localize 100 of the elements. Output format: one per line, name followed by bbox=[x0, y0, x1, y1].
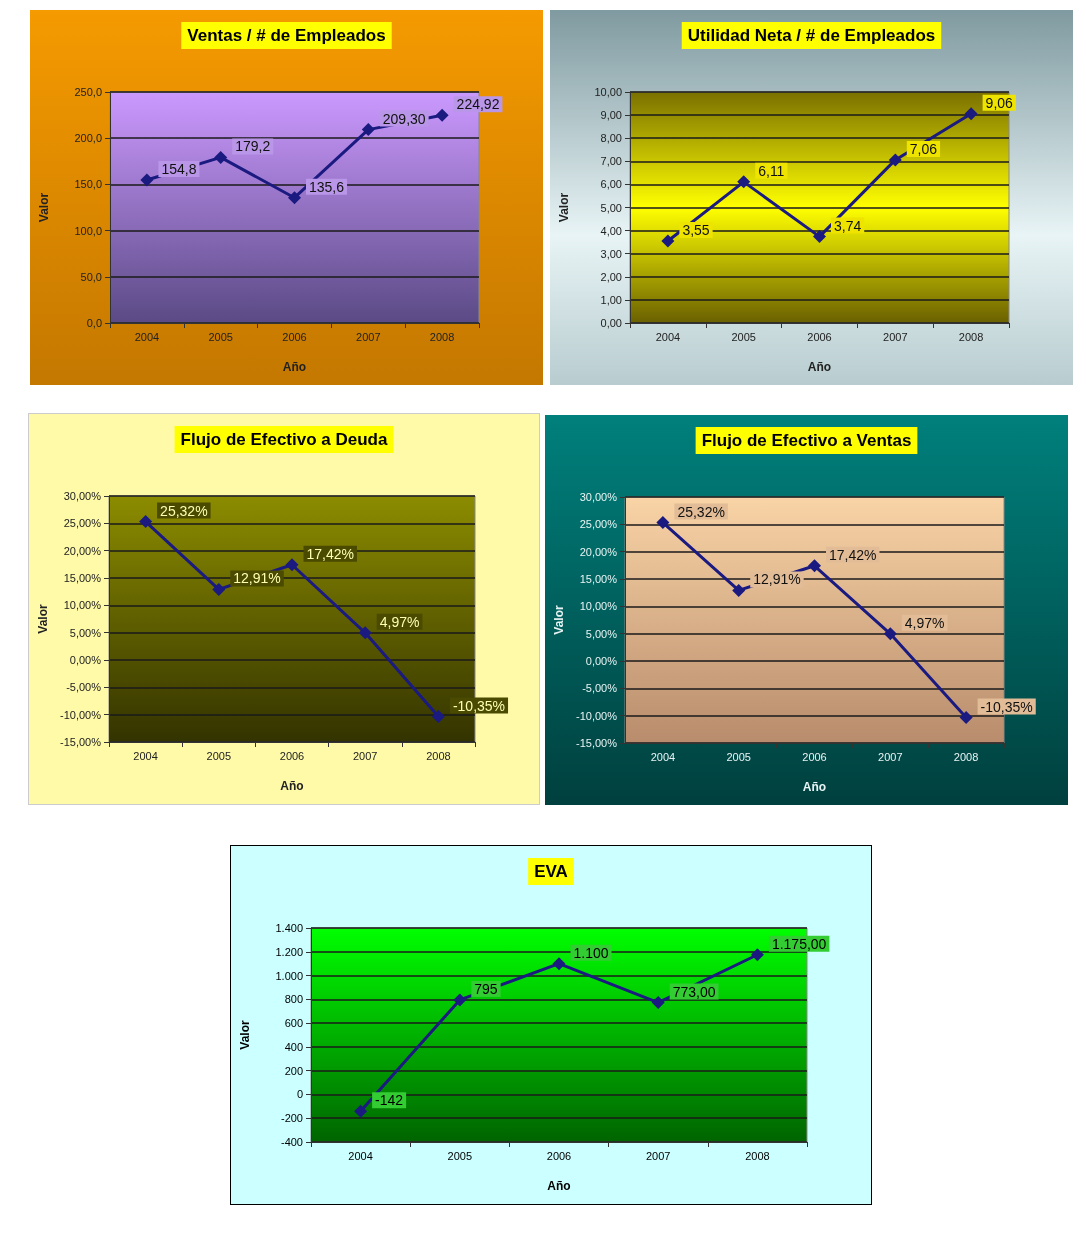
y-tick-label: 0,00% bbox=[585, 655, 618, 667]
y-tick-label: 100,0 bbox=[74, 224, 102, 237]
y-tick-label: 150,0 bbox=[74, 178, 102, 191]
y-tick-label: 20,00% bbox=[579, 545, 618, 558]
x-axis-title: Año bbox=[802, 780, 827, 794]
y-tick-label: 0,0 bbox=[86, 317, 102, 329]
y-tick-label: 2,00 bbox=[600, 270, 622, 283]
point bbox=[651, 996, 665, 1010]
y-tick-label: -15,00% bbox=[60, 736, 102, 748]
data-label: 9,06 bbox=[985, 94, 1014, 111]
point bbox=[808, 559, 821, 573]
data-label: 4,97% bbox=[379, 613, 420, 630]
x-tick-label: 2008 bbox=[953, 750, 979, 763]
y-tick-label: -15,00% bbox=[576, 737, 618, 749]
x-tick-label: 2007 bbox=[878, 750, 903, 763]
y-axis-title: Valor bbox=[238, 1020, 252, 1050]
data-label: 795 bbox=[474, 980, 498, 997]
data-label: 17,42% bbox=[306, 545, 354, 562]
point bbox=[361, 123, 375, 137]
x-tick-label: 2004 bbox=[348, 1149, 373, 1162]
x-axis-title: Año bbox=[282, 360, 307, 374]
x-tick-label: 2007 bbox=[356, 330, 381, 343]
data-label: 6,11 bbox=[758, 162, 785, 179]
y-axis-title: Valor bbox=[557, 192, 571, 223]
x-tick-label: 2008 bbox=[426, 749, 451, 762]
y-tick-label: 250,0 bbox=[74, 86, 102, 98]
chart-title: Flujo de Efectivo a Ventas bbox=[701, 431, 912, 450]
y-tick-label: 1.400 bbox=[275, 922, 303, 934]
x-tick-label: 2008 bbox=[958, 330, 984, 343]
x-tick-label: 2004 bbox=[650, 750, 676, 763]
y-tick-label: 9,00 bbox=[600, 109, 622, 122]
data-label: 179,2 bbox=[235, 138, 271, 155]
y-tick-label: 10,00% bbox=[579, 600, 618, 613]
chart-title: Utilidad Neta / # de Empleados bbox=[687, 26, 936, 45]
y-axis-title: Valor bbox=[36, 604, 50, 634]
y-tick-label: 400 bbox=[284, 1040, 303, 1053]
x-tick-label: 2006 bbox=[546, 1149, 572, 1162]
data-label: 1.175,00 bbox=[771, 935, 827, 952]
y-tick-label: 6,00 bbox=[600, 178, 622, 191]
x-tick-label: 2005 bbox=[206, 749, 232, 762]
y-tick-label: -10,00% bbox=[576, 709, 618, 722]
point bbox=[354, 1104, 368, 1118]
data-label: -142 bbox=[375, 1092, 404, 1109]
y-axis-title: Valor bbox=[37, 192, 51, 223]
point bbox=[214, 150, 228, 164]
y-tick-label: 3,00 bbox=[600, 247, 622, 260]
y-tick-label: 200,0 bbox=[74, 132, 102, 145]
data-label: 3,55 bbox=[682, 221, 710, 238]
x-tick-label: 2005 bbox=[447, 1149, 473, 1162]
data-label: 773,00 bbox=[672, 983, 716, 1000]
y-tick-label: 15,00% bbox=[579, 573, 618, 585]
data-label: 4,97% bbox=[904, 614, 945, 631]
point bbox=[656, 516, 670, 530]
x-axis-title: Año bbox=[280, 779, 304, 793]
data-label: 209,30 bbox=[382, 110, 426, 127]
x-tick-label: 2006 bbox=[282, 330, 307, 343]
y-tick-label: -5,00% bbox=[66, 681, 102, 694]
data-label: 135,6 bbox=[309, 178, 345, 195]
data-label: -10,35% bbox=[980, 698, 1033, 715]
y-tick-label: 10,00% bbox=[63, 599, 102, 612]
x-tick-label: 2005 bbox=[731, 330, 756, 343]
y-tick-label: 800 bbox=[284, 993, 303, 1006]
y-tick-label: 20,00% bbox=[63, 544, 102, 557]
data-label: -10,35% bbox=[452, 697, 506, 714]
x-tick-label: 2004 bbox=[655, 330, 681, 343]
point bbox=[453, 993, 467, 1007]
y-axis-title: Valor bbox=[552, 605, 566, 635]
y-tick-label: -5,00% bbox=[582, 682, 618, 695]
x-tick-label: 2007 bbox=[352, 749, 378, 762]
point bbox=[288, 191, 301, 205]
y-tick-label: 15,00% bbox=[63, 572, 102, 584]
y-tick-label: -10,00% bbox=[60, 708, 102, 721]
data-label: 12,91% bbox=[753, 571, 801, 588]
y-tick-label: 8,00 bbox=[600, 132, 622, 145]
point bbox=[732, 583, 746, 597]
x-tick-label: 2005 bbox=[208, 330, 233, 343]
y-tick-label: 200 bbox=[284, 1064, 303, 1077]
point bbox=[212, 582, 226, 596]
point bbox=[139, 515, 153, 529]
data-label: 12,91% bbox=[233, 570, 281, 587]
y-tick-label: 10,00 bbox=[594, 86, 622, 98]
data-label: 3,74 bbox=[834, 217, 862, 234]
y-tick-label: 1.000 bbox=[275, 969, 303, 982]
y-tick-label: 4,00 bbox=[600, 224, 622, 237]
point bbox=[883, 627, 897, 641]
y-tick-label: 5,00% bbox=[69, 626, 102, 639]
point bbox=[661, 234, 675, 248]
y-tick-label: 1,00 bbox=[600, 293, 622, 306]
x-tick-label: 2008 bbox=[429, 330, 455, 343]
y-tick-label: 0 bbox=[296, 1088, 303, 1101]
y-tick-label: 50,0 bbox=[80, 270, 102, 283]
data-label: 154,8 bbox=[161, 160, 197, 177]
point bbox=[431, 710, 445, 724]
x-axis-title: Año bbox=[547, 1179, 571, 1193]
x-axis-title: Año bbox=[807, 360, 832, 374]
x-tick-label: 2007 bbox=[645, 1149, 671, 1162]
y-tick-label: 600 bbox=[284, 1017, 303, 1030]
x-tick-label: 2008 bbox=[745, 1149, 770, 1162]
chart-title: EVA bbox=[534, 862, 568, 881]
point bbox=[964, 107, 978, 121]
